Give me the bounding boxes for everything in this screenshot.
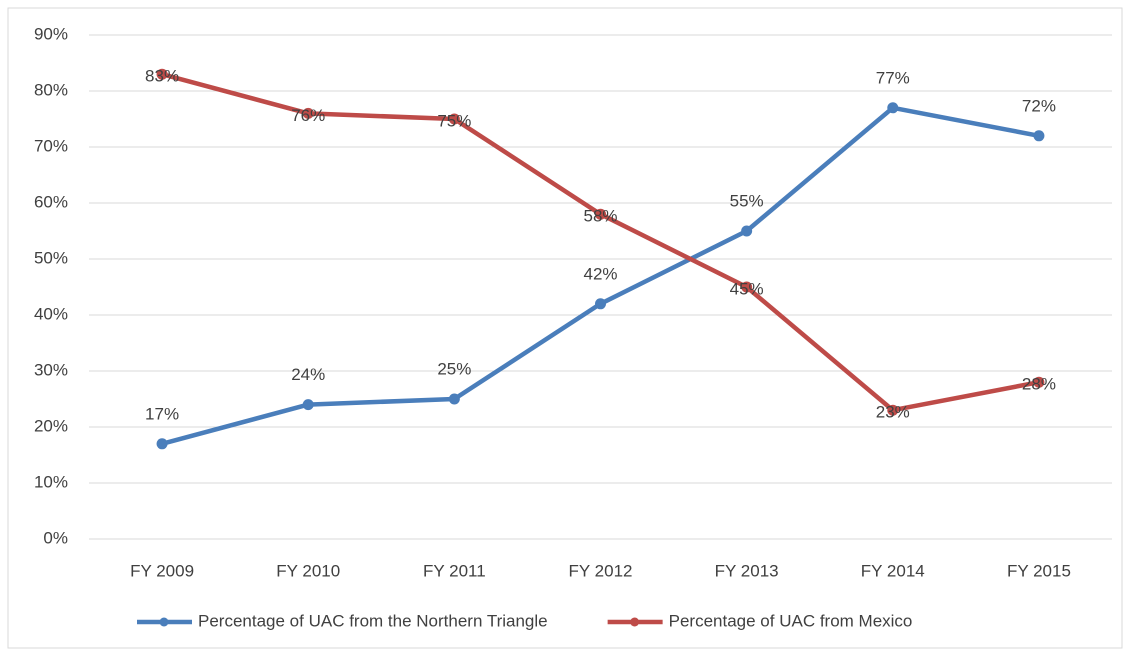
y-tick-label: 60% (34, 192, 68, 211)
x-tick-label: FY 2009 (130, 561, 194, 580)
point (448, 393, 460, 405)
data-label: 24% (291, 365, 325, 384)
data-label: 55% (730, 191, 764, 210)
y-tick-label: 30% (34, 360, 68, 379)
data-label: 45% (730, 279, 764, 298)
data-label: 83% (145, 67, 179, 86)
legend-label: Percentage of UAC from the Northern Tria… (198, 611, 548, 630)
point (156, 438, 168, 450)
data-label: 77% (876, 68, 910, 87)
y-tick-label: 20% (34, 416, 68, 435)
point (595, 208, 606, 220)
y-tick-label: 90% (34, 24, 68, 43)
x-tick-label: FY 2012 (569, 561, 633, 580)
data-label: 25% (437, 359, 471, 378)
x-tick-label: FY 2013 (715, 561, 779, 580)
y-tick-label: 10% (34, 472, 68, 491)
data-label: 75% (437, 111, 471, 130)
point (448, 113, 460, 125)
y-tick-label: 0% (43, 528, 68, 547)
data-label: 28% (1022, 375, 1056, 394)
x-tick-label: FY 2015 (1007, 561, 1071, 580)
legend-label: Percentage of UAC from Mexico (669, 611, 913, 630)
point (302, 399, 314, 411)
point (302, 107, 314, 119)
point (741, 281, 753, 293)
data-label: 72% (1022, 96, 1056, 115)
y-tick-label: 80% (34, 80, 68, 99)
point (595, 298, 606, 310)
data-label: 17% (145, 404, 179, 423)
legend-marker (159, 617, 169, 627)
point (1033, 130, 1045, 142)
x-tick-label: FY 2011 (423, 561, 486, 580)
point (156, 68, 168, 80)
point (1033, 376, 1045, 388)
data-label: 23% (876, 403, 910, 422)
point (887, 102, 899, 114)
data-label: 58% (583, 207, 617, 226)
y-tick-label: 70% (34, 136, 68, 155)
point (741, 225, 753, 237)
point (887, 404, 899, 416)
legend-marker (630, 617, 640, 627)
y-tick-label: 50% (34, 248, 68, 267)
x-tick-label: FY 2010 (276, 561, 340, 580)
data-label: 76% (291, 106, 325, 125)
data-label: 42% (583, 264, 617, 283)
y-tick-label: 40% (34, 304, 68, 323)
x-tick-label: FY 2014 (861, 561, 925, 580)
